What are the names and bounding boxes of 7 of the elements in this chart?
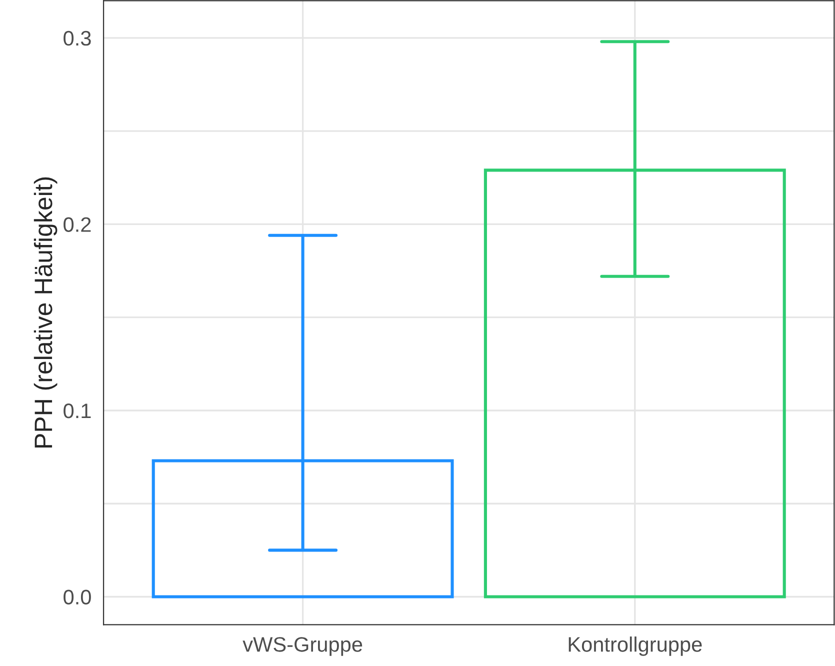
x-tick-label: vWS-Gruppe xyxy=(242,637,362,656)
y-tick-label: 0.3 xyxy=(64,30,91,46)
y-tick-label: 0.2 xyxy=(64,217,91,232)
y-axis-title: PPH (relative Häufigkeit) xyxy=(34,177,58,448)
y-tick-label: 0.1 xyxy=(64,403,91,418)
x-tick-label: Kontrollgruppe xyxy=(568,636,702,656)
y-tick-label: 0.0 xyxy=(64,590,91,605)
